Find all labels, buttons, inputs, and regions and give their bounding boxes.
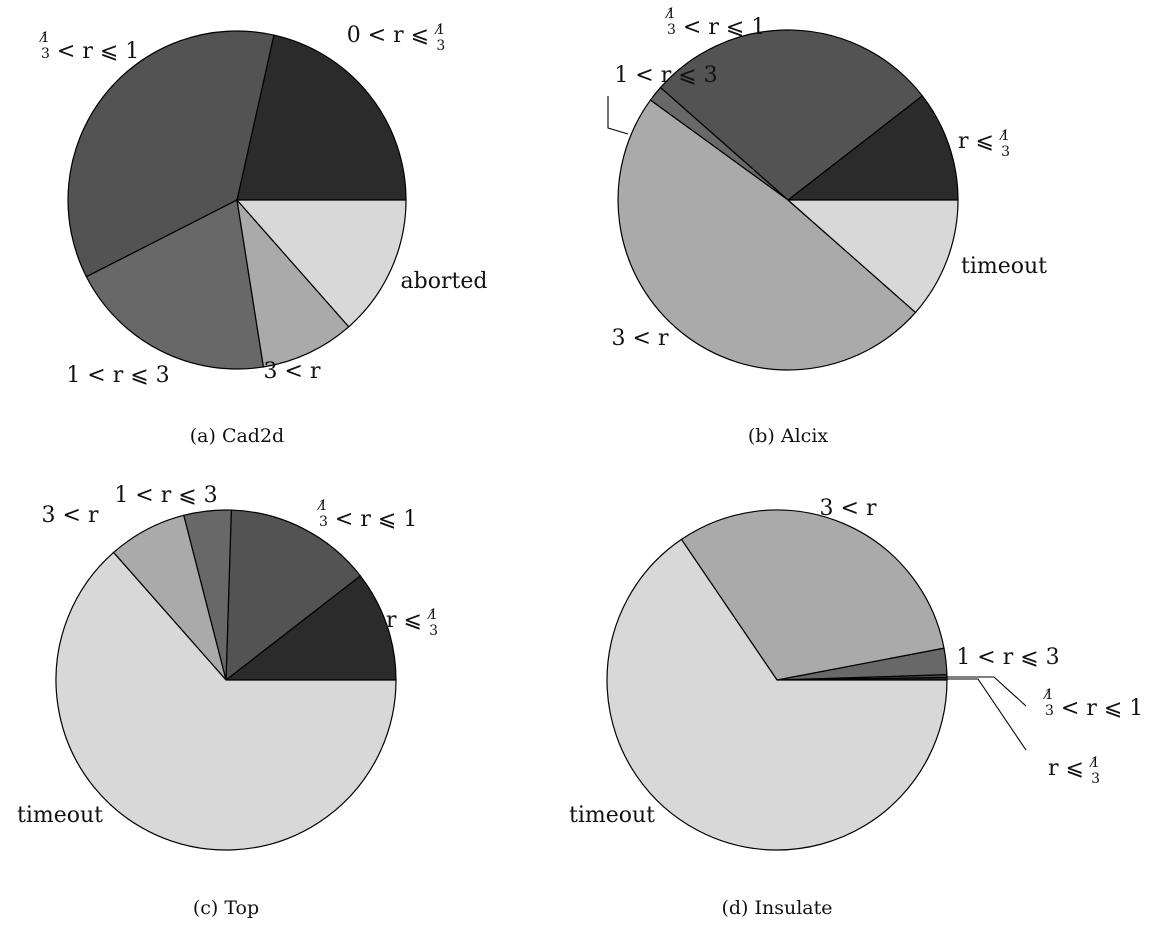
pie-slice-3-5 <box>55 551 397 851</box>
pie-slice-3-2 <box>225 509 362 682</box>
slice-label-2-3: 1 < r ⩽ 3 <box>614 63 717 88</box>
svg-text:0 < r ⩽ 1⁄3: 0 < r ⩽ 1⁄ 3 <box>347 22 446 54</box>
chart-caption-3: (c) Top <box>193 897 259 919</box>
slice-label-3-4: 3 < r <box>42 503 99 528</box>
svg-text:3 < r: 3 < r <box>42 503 99 528</box>
pie-slice-2-1 <box>786 94 959 201</box>
pie-slice-1-4 <box>236 198 350 368</box>
chart-caption-1: (a) Cad2d <box>190 425 284 447</box>
slice-label-2-5: timeout <box>961 254 1047 279</box>
slice-label-1-4: 3 < r <box>264 359 321 384</box>
slice-label-1-2: 1⁄ 3 < r ⩽ 1 <box>39 30 140 64</box>
pie-slice-2-5 <box>786 199 959 314</box>
slice-label-2-2: 1⁄ 3 < r ⩽ 1 <box>665 6 766 40</box>
pie-slice-1-1 <box>236 34 407 201</box>
svg-text:1 < r ⩽ 3: 1 < r ⩽ 3 <box>614 63 717 88</box>
leader-line-4-2 <box>947 676 1027 707</box>
slice-label-3-1: r ⩽ 1⁄ 3 <box>386 607 438 639</box>
svg-text:timeout: timeout <box>569 803 655 828</box>
slice-label-1-5: aborted <box>401 269 488 294</box>
svg-text:timeout: timeout <box>961 254 1047 279</box>
svg-text:1⁄3 < r ⩽ 1: 1⁄ 3 < r ⩽ 1 <box>39 30 140 64</box>
pie-chart-3: r ⩽ 1⁄ 3 1⁄ 3 < r ⩽ 1 1 < r ⩽ 3 3 < r timeout (… <box>17 483 438 919</box>
slice-label-4-4: 3 < r <box>820 496 877 521</box>
svg-text:1 < r ⩽ 3: 1 < r ⩽ 3 <box>956 645 1059 670</box>
slice-label-4-5: timeout <box>569 803 655 828</box>
svg-text:timeout: timeout <box>17 803 103 828</box>
pie-chart-2: r ⩽ 1⁄ 3 1⁄ 3 < r ⩽ 1 1 < r ⩽ 3 3 < r timeout (… <box>607 6 1047 447</box>
svg-text:aborted: aborted <box>401 269 488 294</box>
pie-chart-1: 0 < r ⩽ 1⁄ 3 1⁄ 3 < r ⩽ 1 1 < r ⩽ 3 3 < r abor… <box>39 22 488 447</box>
pie-slice-2-2 <box>659 29 924 201</box>
leader-line-2-3 <box>607 96 629 135</box>
pie-slice-2-4 <box>617 99 917 371</box>
chart-caption-2: (b) Alcix <box>748 425 829 447</box>
pie-slice-1-3 <box>85 199 265 370</box>
svg-text:r ⩽ 1⁄3: r ⩽ 1⁄ 3 <box>386 607 438 639</box>
pie-slice-3-1 <box>224 574 397 681</box>
leader-line-4-1 <box>947 678 1027 751</box>
slice-label-4-1: r ⩽ 1⁄ 3 <box>1048 755 1100 787</box>
slice-label-1-1: 0 < r ⩽ 1⁄ 3 <box>347 22 446 54</box>
svg-text:r ⩽ 1⁄3: r ⩽ 1⁄ 3 <box>1048 755 1100 787</box>
svg-text:1⁄3 < r ⩽ 1: 1⁄ 3 < r ⩽ 1 <box>317 498 418 532</box>
pie-slice-4-5 <box>606 538 948 851</box>
svg-text:3 < r: 3 < r <box>820 496 877 521</box>
slice-label-2-4: 3 < r <box>612 326 669 351</box>
pie-slice-1-2 <box>67 30 275 278</box>
slice-label-3-5: timeout <box>17 803 103 828</box>
pie-slice-1-5 <box>235 199 407 328</box>
svg-text:1⁄3 < r ⩽ 1: 1⁄ 3 < r ⩽ 1 <box>665 6 766 40</box>
slice-label-4-2: 1⁄ 3 < r ⩽ 1 <box>1043 687 1144 721</box>
slice-label-2-1: r ⩽ 1⁄ 3 <box>958 128 1010 160</box>
pie-slice-4-4 <box>680 509 945 681</box>
svg-text:1 < r ⩽ 3: 1 < r ⩽ 3 <box>114 483 217 508</box>
slice-label-3-3: 1 < r ⩽ 3 <box>114 483 217 508</box>
svg-text:r ⩽ 1⁄3: r ⩽ 1⁄ 3 <box>958 128 1010 160</box>
chart-caption-4: (d) Insulate <box>721 897 832 919</box>
pie-chart-4: r ⩽ 1⁄ 3 1⁄ 3 < r ⩽ 1 1 < r ⩽ 3 3 < r timeout (… <box>569 496 1143 919</box>
slice-label-4-3: 1 < r ⩽ 3 <box>956 645 1059 670</box>
svg-text:1⁄3 < r ⩽ 1: 1⁄ 3 < r ⩽ 1 <box>1043 687 1144 721</box>
slice-label-3-2: 1⁄ 3 < r ⩽ 1 <box>317 498 418 532</box>
svg-text:3 < r: 3 < r <box>264 359 321 384</box>
slice-label-1-3: 1 < r ⩽ 3 <box>66 363 169 388</box>
svg-text:3 < r: 3 < r <box>612 326 669 351</box>
svg-text:1 < r ⩽ 3: 1 < r ⩽ 3 <box>66 363 169 388</box>
